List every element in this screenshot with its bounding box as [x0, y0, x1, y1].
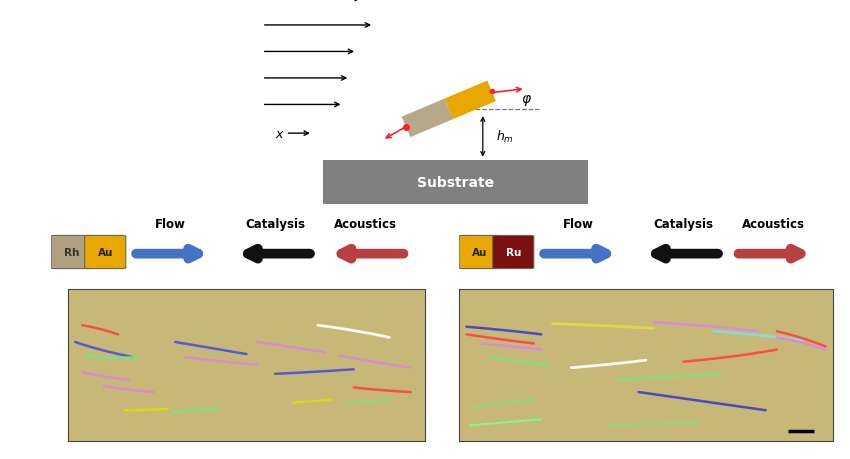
FancyBboxPatch shape [493, 236, 534, 269]
FancyBboxPatch shape [51, 236, 92, 269]
Text: Au: Au [98, 247, 113, 257]
Text: φ: φ [521, 92, 530, 106]
Text: x: x [275, 127, 282, 140]
Text: Acoustics: Acoustics [334, 217, 397, 230]
Text: Flow: Flow [564, 217, 594, 230]
FancyBboxPatch shape [323, 160, 588, 204]
Text: Flow: Flow [156, 217, 186, 230]
Text: Catalysis: Catalysis [654, 217, 713, 230]
Text: Substrate: Substrate [417, 175, 494, 189]
Text: Ru: Ru [506, 247, 521, 257]
Text: $h_m$: $h_m$ [496, 129, 514, 145]
Text: Acoustics: Acoustics [742, 217, 805, 230]
FancyBboxPatch shape [459, 236, 500, 269]
Text: Rh: Rh [64, 247, 79, 257]
Text: Au: Au [472, 247, 487, 257]
FancyBboxPatch shape [85, 236, 126, 269]
Text: Catalysis: Catalysis [246, 217, 305, 230]
